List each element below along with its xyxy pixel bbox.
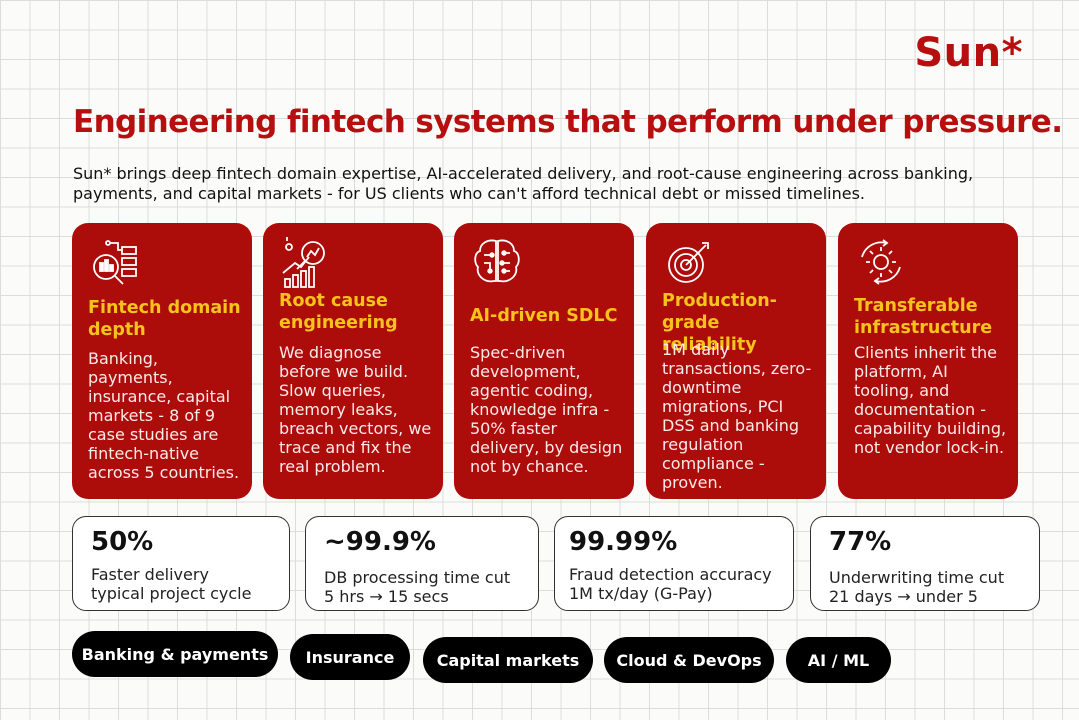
card-description: We diagnose before we build. Slow querie… xyxy=(279,343,432,476)
stat-label: Fraud detection accuracy xyxy=(569,565,772,584)
stat-sublabel: 5 hrs → 15 secs xyxy=(324,587,449,606)
stat-card-faster-delivery: 50% Faster delivery typical project cycl… xyxy=(72,516,290,611)
target-icon xyxy=(668,242,709,283)
card-title: AI-driven SDLC xyxy=(470,306,618,326)
tag-cloud-devops[interactable]: Cloud & DevOps xyxy=(604,637,774,683)
stat-value: 99.99% xyxy=(569,527,678,557)
gear-cycle-icon xyxy=(861,239,901,285)
card-fintech-domain-depth: Fintech domain depth Banking, payments, … xyxy=(72,223,252,499)
page-headline: Engineering fintech systems that perform… xyxy=(73,104,1063,140)
stat-value: ~99.9% xyxy=(324,527,436,557)
card-title: Fintech domain depth xyxy=(88,298,241,340)
card-title: Production-grade reliability xyxy=(662,291,777,355)
sun-logo: Sun* xyxy=(914,30,1023,76)
card-description: Spec-driven development, agentic coding,… xyxy=(470,343,623,476)
card-description: 1M daily transactions, zero-downtime mig… xyxy=(662,340,812,492)
stat-card-underwriting: 77% Underwriting time cut 21 days → unde… xyxy=(810,516,1040,611)
tag-banking-payments[interactable]: Banking & payments xyxy=(72,631,278,677)
tag-ai-ml[interactable]: AI / ML xyxy=(786,637,891,683)
card-production-grade-reliability: Production-grade reliability 1M daily tr… xyxy=(646,223,826,499)
card-root-cause-engineering: Root cause engineering We diagnose befor… xyxy=(263,223,443,499)
stat-card-fraud-detection: 99.99% Fraud detection accuracy 1M tx/da… xyxy=(554,516,794,611)
card-title: Transferable infrastructure xyxy=(854,296,993,338)
stat-label: DB processing time cut xyxy=(324,568,511,587)
stat-value: 77% xyxy=(829,527,892,557)
stat-card-db-processing: ~99.9% DB processing time cut 5 hrs → 15… xyxy=(305,516,539,611)
stat-value: 50% xyxy=(91,527,154,557)
stat-label: Underwriting time cut xyxy=(829,568,1005,587)
tag-insurance[interactable]: Insurance xyxy=(290,634,410,680)
intro-paragraph: Sun* brings deep fintech domain expertis… xyxy=(73,164,974,203)
stat-label: Faster delivery xyxy=(91,565,209,584)
ai-brain-icon xyxy=(474,239,520,283)
data-analysis-icon xyxy=(93,240,137,285)
growth-chart-magnifier-icon xyxy=(282,237,325,288)
tag-capital-markets[interactable]: Capital markets xyxy=(423,637,593,683)
card-description: Banking, payments, insurance, capital ma… xyxy=(88,349,240,482)
stat-sublabel: 1M tx/day (G-Pay) xyxy=(569,584,713,603)
card-description: Clients inherit the platform, AI tooling… xyxy=(854,343,1007,457)
stat-sublabel: typical project cycle xyxy=(91,584,252,603)
card-ai-driven-sdlc: AI-driven SDLC Spec-driven development, … xyxy=(454,223,634,499)
stat-sublabel: 21 days → under 5 xyxy=(829,587,978,606)
card-title: Root cause engineering xyxy=(279,291,398,333)
card-transferable-infrastructure: Transferable infrastructure Clients inhe… xyxy=(838,223,1018,499)
